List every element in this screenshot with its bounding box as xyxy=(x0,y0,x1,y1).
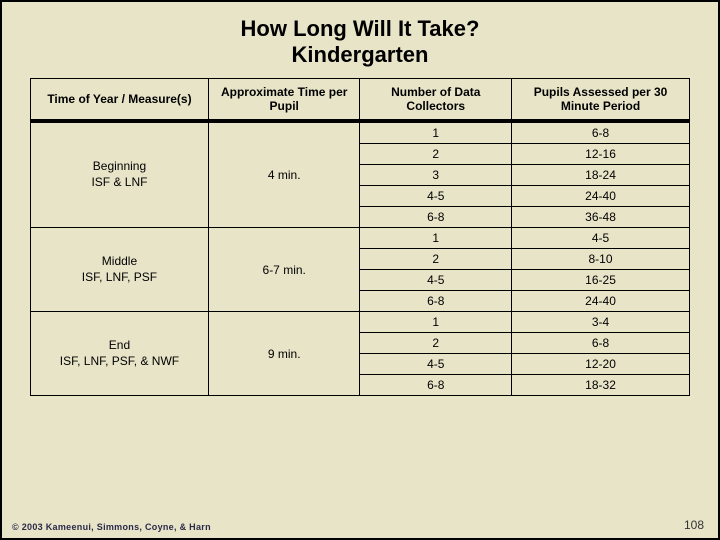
pupils-cell: 36-48 xyxy=(512,207,690,228)
collectors-cell: 1 xyxy=(360,312,512,333)
copyright-footer: © 2003 Kameenui, Simmons, Coyne, & Harn xyxy=(12,522,211,532)
collectors-cell: 1 xyxy=(360,228,512,249)
page-number: 108 xyxy=(684,518,704,532)
collectors-cell: 4-5 xyxy=(360,270,512,291)
collectors-cell: 2 xyxy=(360,333,512,354)
collectors-cell: 4-5 xyxy=(360,354,512,375)
pupils-cell: 18-24 xyxy=(512,165,690,186)
pupils-cell: 4-5 xyxy=(512,228,690,249)
col-header-1: Approximate Time per Pupil xyxy=(208,79,360,122)
pupils-cell: 12-20 xyxy=(512,354,690,375)
pupils-cell: 3-4 xyxy=(512,312,690,333)
pupils-cell: 12-16 xyxy=(512,144,690,165)
table-row: EndISF, LNF, PSF, & NWF9 min.13-4 xyxy=(31,312,690,333)
pupils-cell: 16-25 xyxy=(512,270,690,291)
collectors-cell: 6-8 xyxy=(360,291,512,312)
collectors-cell: 6-8 xyxy=(360,375,512,396)
table-row: BeginningISF & LNF4 min.16-8 xyxy=(31,121,690,144)
pupils-cell: 24-40 xyxy=(512,186,690,207)
pupils-cell: 6-8 xyxy=(512,333,690,354)
section-label: BeginningISF & LNF xyxy=(31,121,209,228)
col-header-2: Number of Data Collectors xyxy=(360,79,512,122)
table-row: MiddleISF, LNF, PSF6-7 min.14-5 xyxy=(31,228,690,249)
collectors-cell: 6-8 xyxy=(360,207,512,228)
section-label: MiddleISF, LNF, PSF xyxy=(31,228,209,312)
collectors-cell: 2 xyxy=(360,144,512,165)
pupils-cell: 24-40 xyxy=(512,291,690,312)
time-per-pupil: 6-7 min. xyxy=(208,228,360,312)
pupils-cell: 8-10 xyxy=(512,249,690,270)
collectors-cell: 1 xyxy=(360,121,512,144)
collectors-cell: 4-5 xyxy=(360,186,512,207)
section-label: EndISF, LNF, PSF, & NWF xyxy=(31,312,209,396)
data-table: Time of Year / Measure(s) Approximate Ti… xyxy=(30,78,690,396)
col-header-3: Pupils Assessed per 30 Minute Period xyxy=(512,79,690,122)
title-line1: How Long Will It Take?Kindergarten xyxy=(241,16,480,67)
col-header-0: Time of Year / Measure(s) xyxy=(31,79,209,122)
time-per-pupil: 4 min. xyxy=(208,121,360,228)
table-container: Time of Year / Measure(s) Approximate Ti… xyxy=(2,78,718,396)
collectors-cell: 3 xyxy=(360,165,512,186)
pupils-cell: 18-32 xyxy=(512,375,690,396)
time-per-pupil: 9 min. xyxy=(208,312,360,396)
collectors-cell: 2 xyxy=(360,249,512,270)
pupils-cell: 6-8 xyxy=(512,121,690,144)
slide-title: How Long Will It Take?Kindergarten xyxy=(2,2,718,78)
